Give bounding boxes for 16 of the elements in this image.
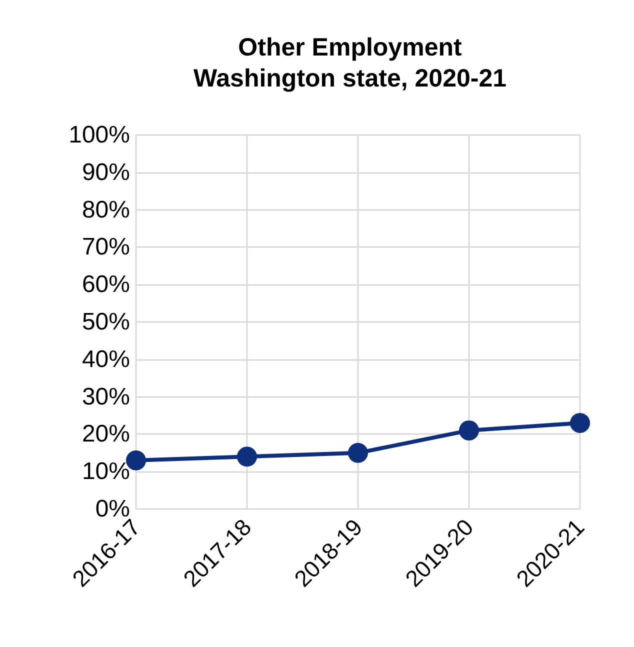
y-tick-label: 30% — [82, 383, 130, 410]
chart-subtitle: Washington state, 2020-21 — [193, 64, 507, 92]
y-tick-label: 80% — [82, 196, 130, 224]
y-tick-label: 100% — [68, 122, 130, 148]
y-tick-label: 50% — [82, 308, 130, 336]
point — [237, 446, 257, 467]
y-tick-label: 90% — [82, 158, 130, 186]
y-tick-label: 20% — [82, 420, 130, 448]
point — [348, 442, 368, 463]
y-tick-label: 40% — [82, 346, 130, 373]
chart-title: Other Employment — [238, 34, 462, 62]
y-tick-label: 10% — [82, 458, 130, 486]
point — [570, 412, 590, 433]
y-tick-label: 60% — [82, 271, 130, 298]
y-tick-label: 70% — [82, 234, 130, 261]
point — [459, 420, 479, 440]
